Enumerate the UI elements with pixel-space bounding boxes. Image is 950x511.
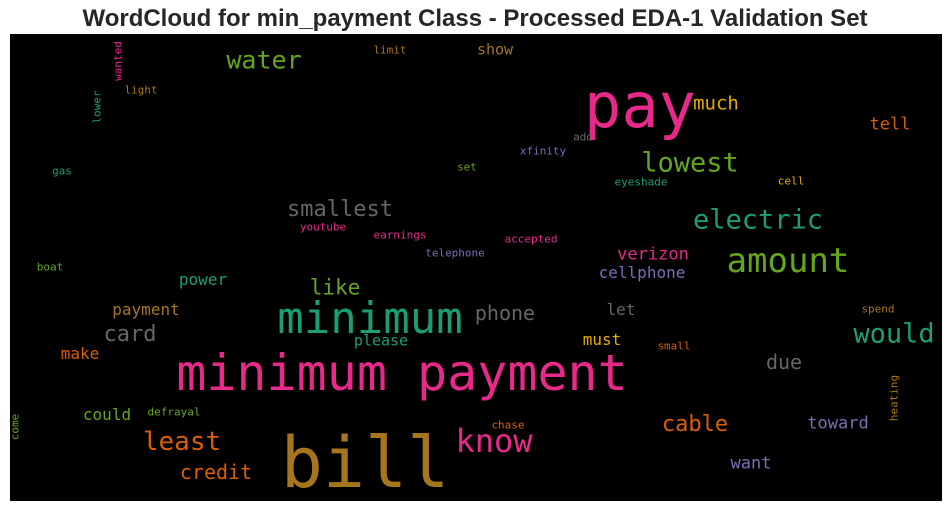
word-electric: electric bbox=[692, 204, 824, 236]
word-credit: credit bbox=[179, 460, 253, 484]
word-smallest: smallest bbox=[287, 197, 393, 222]
word-bill: bill bbox=[280, 422, 450, 501]
word-phone: phone bbox=[474, 301, 536, 325]
word-eyeshade: eyeshade bbox=[614, 175, 668, 189]
word-limit: limit bbox=[373, 43, 407, 57]
word-could: could bbox=[82, 405, 132, 424]
word-minimum-payment: minimum payment bbox=[176, 344, 628, 402]
word-tell: tell bbox=[869, 114, 911, 135]
word-know: know bbox=[455, 422, 533, 460]
word-add: add bbox=[573, 130, 593, 144]
word-spend: spend bbox=[861, 302, 895, 316]
word-chase: chase bbox=[491, 418, 525, 432]
word-earnings: earnings bbox=[373, 228, 427, 242]
word-let: let bbox=[606, 300, 636, 319]
word-pay: pay bbox=[584, 69, 696, 142]
word-cellphone: cellphone bbox=[598, 263, 686, 282]
word-verizon: verizon bbox=[617, 244, 689, 265]
word-would: would bbox=[853, 318, 935, 350]
word-make: make bbox=[60, 344, 100, 363]
word-accepted: accepted bbox=[504, 232, 558, 246]
word-cable: cable bbox=[661, 412, 729, 437]
word-least: least bbox=[142, 427, 222, 457]
word-gas: gas bbox=[52, 164, 72, 178]
word-minimum: minimum bbox=[277, 293, 463, 344]
word-toward: toward bbox=[807, 413, 869, 434]
word-like: like bbox=[309, 275, 361, 300]
word-cell: cell bbox=[777, 174, 805, 188]
word-lowest: lowest bbox=[641, 147, 739, 179]
word-want: want bbox=[730, 453, 772, 474]
word-card: card bbox=[103, 322, 157, 347]
wordcloud-canvas: minimum payment bill pay minimum amount know l… bbox=[10, 34, 942, 501]
word-wanted: wanted bbox=[111, 41, 125, 81]
word-show: show bbox=[476, 40, 514, 59]
word-light: light bbox=[124, 83, 158, 97]
word-amount: amount bbox=[726, 241, 850, 281]
word-heating: heating bbox=[887, 374, 901, 422]
word-due: due bbox=[765, 350, 803, 374]
word-youtube: youtube bbox=[299, 220, 347, 234]
word-please: please bbox=[353, 331, 409, 350]
word-lower: lower bbox=[90, 90, 104, 124]
word-water: water bbox=[226, 45, 302, 75]
word-power: power bbox=[178, 270, 228, 289]
word-xfinity: xfinity bbox=[519, 144, 567, 158]
word-must: must bbox=[582, 330, 622, 349]
word-come: come bbox=[10, 413, 22, 441]
word-set: set bbox=[457, 160, 477, 174]
word-telephone: telephone bbox=[425, 246, 485, 260]
word-small: small bbox=[657, 339, 691, 353]
chart-title: WordCloud for min_payment Class - Proces… bbox=[82, 5, 868, 32]
word-payment: payment bbox=[112, 300, 180, 319]
word-much: much bbox=[693, 92, 739, 115]
word-defrayal: defrayal bbox=[147, 405, 201, 419]
word-boat: boat bbox=[36, 260, 64, 274]
